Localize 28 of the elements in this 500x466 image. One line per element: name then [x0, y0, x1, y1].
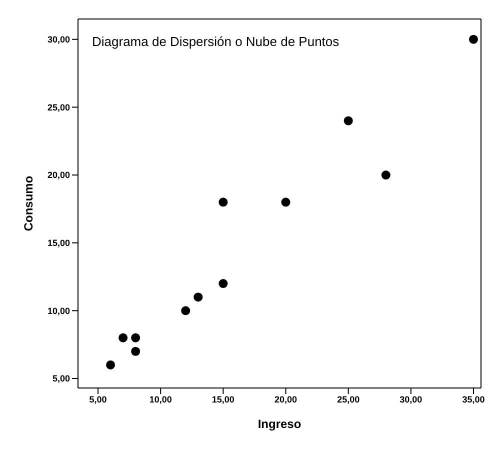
point	[118, 333, 128, 342]
x-tick-label: 30,00	[400, 394, 422, 404]
point	[281, 198, 290, 207]
point	[468, 34, 478, 44]
point	[194, 292, 203, 302]
point	[131, 346, 140, 356]
x-tick-label: 25,00	[337, 394, 360, 404]
point	[218, 279, 228, 288]
x-tick-label: 20,00	[274, 394, 298, 404]
x-tick-label: 15,00	[212, 394, 234, 404]
y-tick-label: 25,00	[47, 102, 70, 112]
text: Diagrama de Dispersión o Nube de Puntos	[92, 34, 340, 49]
point	[106, 360, 116, 370]
x-axis-title: Ingreso	[258, 417, 302, 431]
point	[344, 116, 353, 126]
point	[381, 170, 390, 180]
point	[218, 198, 228, 207]
x-tick-label: 5,00	[89, 394, 107, 404]
y-tick-label: 15,00	[47, 238, 70, 248]
y-tick-label: 10,00	[47, 306, 70, 316]
point	[181, 306, 190, 316]
y-tick-label: 5,00	[52, 374, 70, 384]
x-tick-label: 10,00	[149, 394, 172, 404]
x-tick-label: 35,00	[462, 394, 485, 404]
y-tick-label: 30,00	[47, 34, 70, 45]
point	[131, 333, 140, 342]
y-tick-label: 20,00	[47, 170, 70, 180]
y-axis-title: Consumo	[21, 176, 36, 232]
